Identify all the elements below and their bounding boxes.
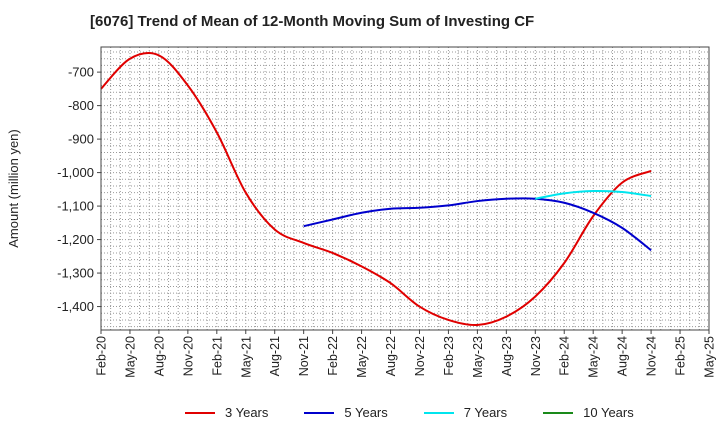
legend-item: 3 Years [185, 405, 268, 420]
series-lines [100, 52, 652, 327]
y-tick-label: -700 [68, 65, 94, 80]
plot-area-frame [100, 46, 710, 331]
legend: 3 Years 5 Years 7 Years 10 Years [185, 405, 634, 420]
x-tick-label: May-21 [239, 336, 253, 378]
x-tick-label: Aug-23 [500, 336, 514, 376]
y-tick-label: -1,100 [57, 199, 94, 214]
x-tick-label: May-20 [123, 336, 137, 378]
y-tick-label: -1,200 [57, 232, 94, 247]
x-tick-label: Nov-22 [413, 336, 427, 376]
x-tick-label: Feb-24 [558, 336, 572, 376]
x-axis-ticks: Feb-20 May-20 Aug-20 Nov-20 Feb-21 May-21 Aug-… [95, 330, 717, 378]
y-tick-label: -1,000 [57, 165, 94, 180]
x-tick-label: Aug-21 [268, 336, 282, 376]
legend-label: 3 Years [225, 405, 269, 420]
chart-title: [6076] Trend of Mean of 12-Month Moving … [90, 13, 535, 30]
legend-item: 7 Years [423, 405, 508, 420]
legend-swatch [185, 411, 215, 414]
x-tick-label: Nov-24 [645, 336, 659, 376]
x-tick-label: Feb-20 [95, 336, 109, 376]
series-line-3-years [100, 52, 652, 327]
legend-label: 5 Years [344, 405, 388, 420]
y-tick-label: -900 [68, 132, 94, 147]
x-tick-label: Aug-22 [384, 336, 398, 376]
x-tick-label: Aug-20 [152, 336, 166, 376]
series-line-5-years [303, 197, 652, 252]
y-axis-ticks: -700 -800 -900 -1,000 -1,100 -1,200 -1,300 -1,4… [57, 65, 101, 314]
x-tick-label: Feb-21 [210, 336, 224, 376]
legend-item: 5 Years [304, 405, 388, 420]
legend-swatch [543, 411, 574, 414]
series-line-7-years [535, 189, 652, 200]
y-tick-label: -1,400 [57, 299, 94, 314]
legend-label: 10 Years [583, 405, 634, 420]
grid [100, 47, 710, 330]
legend-swatch [423, 411, 454, 414]
y-tick-label: -1,300 [57, 266, 94, 281]
x-tick-label: Feb-23 [442, 336, 456, 376]
x-tick-label: Nov-20 [181, 336, 195, 376]
legend-label: 7 Years [463, 405, 508, 420]
x-tick-label: Nov-23 [529, 336, 543, 376]
y-tick-label: -800 [68, 98, 94, 113]
x-tick-label: May-22 [355, 336, 369, 378]
legend-item: 10 Years [543, 405, 634, 420]
x-tick-label: May-25 [703, 336, 717, 378]
x-tick-label: Nov-21 [297, 336, 311, 376]
x-tick-label: Aug-24 [616, 336, 630, 376]
y-axis-label: Amount (million yen) [6, 129, 21, 248]
x-tick-label: May-23 [471, 336, 485, 378]
x-tick-label: Feb-25 [674, 336, 688, 376]
x-tick-label: May-24 [587, 336, 601, 378]
x-tick-label: Feb-22 [326, 336, 340, 376]
legend-swatch [304, 411, 335, 414]
